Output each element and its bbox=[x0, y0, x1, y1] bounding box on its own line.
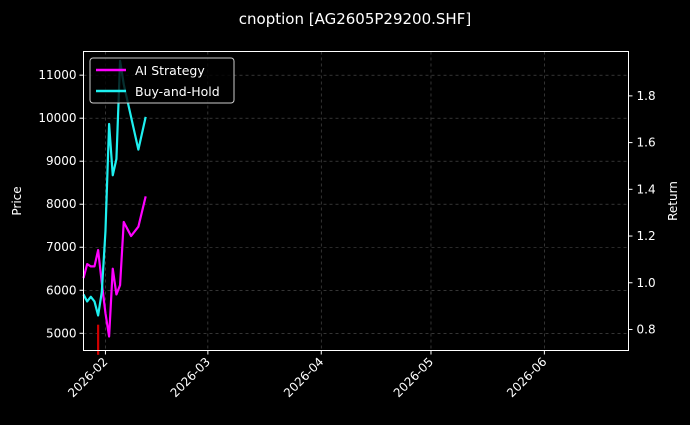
y-tick-label: 9000 bbox=[46, 154, 77, 168]
y2-tick-label: 1.2 bbox=[637, 229, 656, 243]
y2-tick-label: 1.6 bbox=[637, 136, 656, 150]
plot-frame bbox=[83, 51, 629, 351]
legend-label-buy-and-hold: Buy-and-Hold bbox=[135, 84, 220, 99]
legend-label-ai-strategy: AI Strategy bbox=[135, 63, 205, 78]
series-line-ai-strategy bbox=[82, 196, 147, 338]
grid bbox=[83, 51, 629, 351]
y-tick-label: 7000 bbox=[46, 240, 77, 254]
y2-tick-label: 1.8 bbox=[637, 89, 656, 103]
y2-axis: 0.8 1.0 1.2 1.4 1.6 1.8 bbox=[628, 89, 656, 336]
series-line-buy-and-hold bbox=[82, 59, 147, 317]
y2-axis-label: Return bbox=[666, 181, 680, 221]
y2-tick-label: 0.8 bbox=[637, 322, 656, 336]
y-axis: 5000 6000 7000 8000 9000 10000 11000 bbox=[38, 68, 84, 340]
x-tick-label: 2026-02 bbox=[65, 355, 110, 400]
y2-tick-label: 1.4 bbox=[637, 182, 656, 196]
y-axis-label: Price bbox=[10, 186, 24, 215]
x-axis: 2026-02 2026-03 2026-04 2026-05 2026-06 bbox=[65, 350, 549, 400]
y-tick-label: 11000 bbox=[38, 68, 76, 82]
y-tick-label: 6000 bbox=[46, 283, 77, 297]
series-lines bbox=[82, 59, 147, 355]
chart-title: cnoption [AG2605P29200.SHF] bbox=[239, 10, 471, 28]
x-tick-label: 2026-05 bbox=[391, 355, 436, 400]
legend: AI Strategy Buy-and-Hold bbox=[89, 57, 235, 104]
y-tick-label: 8000 bbox=[46, 197, 77, 211]
x-tick-label: 2026-03 bbox=[168, 355, 213, 400]
x-tick-label: 2026-06 bbox=[504, 355, 549, 400]
y-tick-label: 5000 bbox=[46, 326, 77, 340]
x-tick-label: 2026-04 bbox=[281, 355, 326, 400]
y2-tick-label: 1.0 bbox=[637, 276, 656, 290]
y-tick-label: 10000 bbox=[38, 111, 76, 125]
